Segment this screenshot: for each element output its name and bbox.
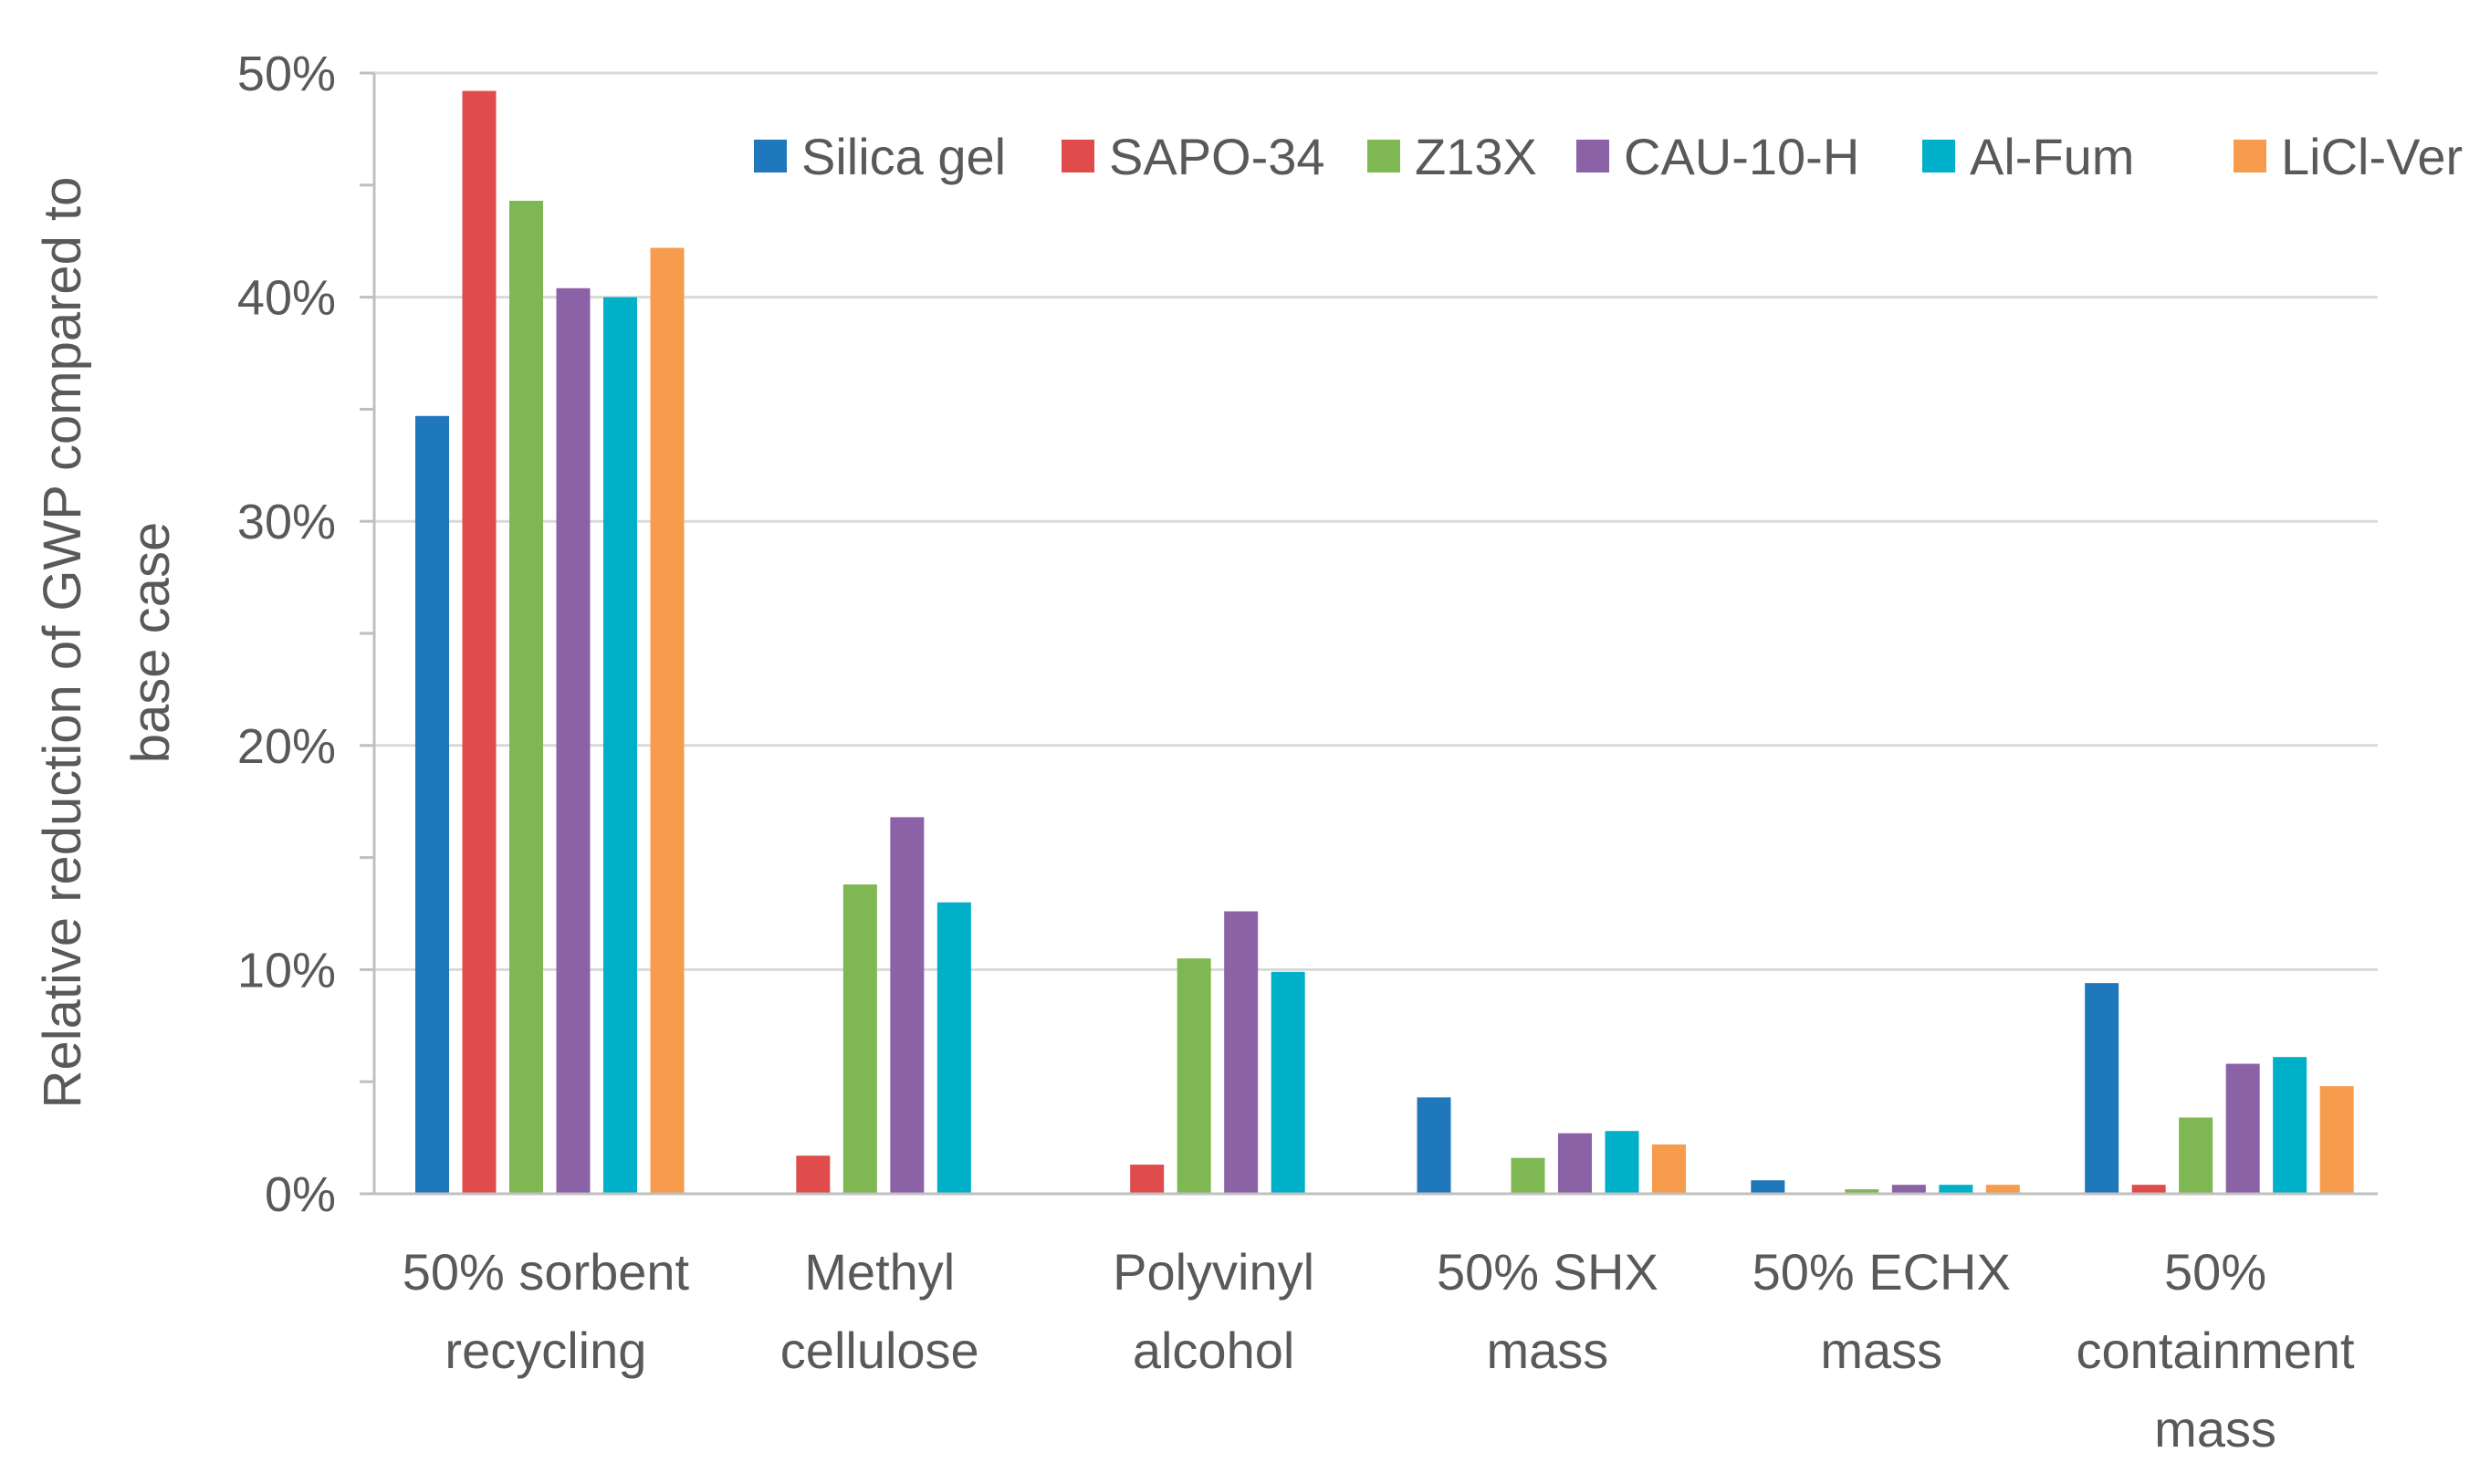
x-category-label: mass: [1820, 1322, 1942, 1379]
y-axis-title: Relative reduction of GWP compared to bas…: [33, 177, 181, 1109]
bar-licl-ver-4: [1985, 1185, 2020, 1194]
bar-z13x-2: [1177, 958, 1211, 1194]
y-axis-tick-labels: 0% 10% 20% 30% 40% 50%: [237, 47, 336, 1222]
legend-swatch: [1062, 140, 1094, 172]
bar-cau-10-h-0: [556, 287, 591, 1194]
bar-al-fum-3: [1605, 1131, 1639, 1194]
y-tick-label: 10%: [237, 943, 336, 998]
bar-al-fum-2: [1271, 971, 1305, 1194]
bar-cau-10-h-2: [1224, 911, 1259, 1194]
legend-swatch: [1922, 140, 1955, 172]
bar-sapo-34-5: [2131, 1185, 2166, 1194]
bar-licl-ver-0: [650, 247, 685, 1194]
x-axis-category-labels: 50% sorbent recycling Methyl cellulose Polyv…: [403, 1243, 2355, 1458]
y-axis-title-line: base case: [121, 522, 181, 763]
y-axis-title-line: Relative reduction of GWP compared to: [33, 177, 92, 1109]
legend-swatch: [2234, 140, 2266, 172]
bar-silica-gel-4: [1751, 1180, 1785, 1194]
x-category-label: cellulose: [780, 1322, 979, 1379]
gridlines: [374, 71, 2378, 971]
x-category-label: Polyvinyl: [1113, 1243, 1314, 1301]
bar-al-fum-1: [936, 902, 971, 1194]
bar-silica-gel-0: [415, 415, 449, 1194]
bar-licl-ver-3: [1652, 1144, 1686, 1194]
bar-licl-ver-5: [2319, 1086, 2354, 1194]
bar-z13x-0: [509, 200, 543, 1195]
bar-cau-10-h-3: [1558, 1133, 1592, 1194]
x-category-label: 50% SHX: [1437, 1243, 1658, 1301]
x-category-label: 50% ECHX: [1752, 1243, 2011, 1301]
legend-label: LiCl-Ver: [2281, 128, 2463, 185]
bar-al-fum-4: [1939, 1185, 1973, 1194]
bar-z13x-3: [1511, 1157, 1545, 1194]
x-category-label: alcohol: [1133, 1322, 1294, 1379]
y-tick-label: 20%: [237, 719, 336, 774]
bar-silica-gel-5: [2085, 983, 2119, 1194]
bar-sapo-34-2: [1130, 1165, 1165, 1194]
legend-label: SAPO-34: [1109, 128, 1325, 185]
legend-swatch: [1576, 140, 1609, 172]
bar-sapo-34-0: [462, 90, 497, 1195]
y-tick-label: 50%: [237, 47, 336, 101]
legend-swatch: [754, 140, 787, 172]
legend-label: Silica gel: [801, 128, 1006, 185]
bar-al-fum-0: [603, 297, 637, 1195]
bar-cau-10-h-4: [1891, 1185, 1926, 1194]
x-category-label: 50%: [2164, 1243, 2266, 1301]
bar-cau-10-h-5: [2225, 1063, 2260, 1194]
legend-label: CAU-10-H: [1624, 128, 1859, 185]
bar-z13x-5: [2179, 1117, 2213, 1194]
y-tick-label: 40%: [237, 271, 336, 326]
axes: [360, 71, 2378, 1196]
bars: [415, 90, 2354, 1195]
x-category-label: 50% sorbent: [403, 1243, 690, 1301]
bar-silica-gel-3: [1417, 1097, 1451, 1194]
bar-z13x-4: [1845, 1189, 1879, 1194]
bar-al-fum-5: [2273, 1057, 2307, 1194]
x-category-label: mass: [1487, 1322, 1609, 1379]
x-category-label: mass: [2154, 1400, 2276, 1458]
x-category-label: recycling: [445, 1322, 646, 1379]
bar-cau-10-h-1: [890, 817, 925, 1194]
legend-swatch: [1367, 140, 1400, 172]
x-category-label: Methyl: [804, 1243, 955, 1301]
bar-sapo-34-1: [796, 1155, 831, 1194]
bar-z13x-1: [842, 884, 877, 1194]
legend: Silica gel SAPO-34 Z13X CAU-10-H Al-Fum LiCl-…: [754, 128, 2463, 185]
y-tick-label: 0%: [265, 1167, 336, 1222]
x-category-label: containment: [2077, 1322, 2356, 1379]
y-tick-label: 30%: [237, 495, 336, 549]
legend-label: Al-Fum: [1970, 128, 2134, 185]
legend-label: Z13X: [1415, 128, 1537, 185]
